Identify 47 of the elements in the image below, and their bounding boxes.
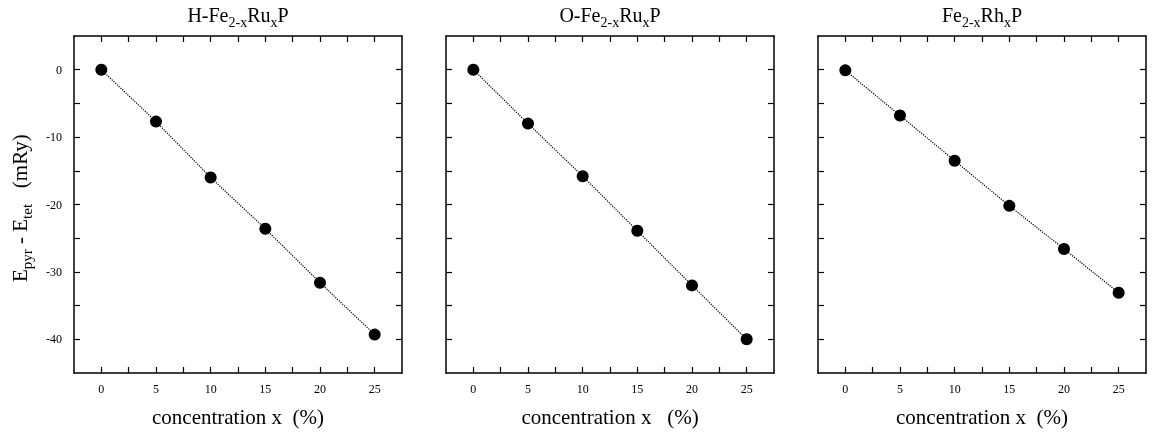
x-tick-label: 0 bbox=[470, 382, 477, 396]
point bbox=[95, 63, 108, 76]
point bbox=[1003, 199, 1016, 212]
point bbox=[467, 63, 480, 76]
x-tick-label: 0 bbox=[98, 382, 105, 396]
point bbox=[894, 109, 906, 122]
chart-title: Fe$_{2-x}$Rh$_{x}$P bbox=[940, 4, 1024, 31]
x-tick-label: 15 bbox=[1003, 382, 1016, 396]
x-tick-label: 20 bbox=[1058, 382, 1070, 396]
x-tick-label: 25 bbox=[368, 382, 381, 396]
x-axis-title: concentration x (%) bbox=[521, 404, 699, 429]
point bbox=[368, 328, 381, 341]
x-tick-label: 5 bbox=[525, 382, 531, 396]
chart-title: O-Fe$_{2-x}$Ru$_{x}$P bbox=[558, 4, 662, 31]
x-axis-title: concentration x (%) bbox=[151, 404, 325, 429]
point bbox=[948, 154, 961, 167]
y-tick-label: -20 bbox=[46, 197, 62, 212]
point bbox=[259, 222, 272, 235]
point bbox=[204, 171, 217, 184]
point bbox=[576, 170, 589, 183]
point bbox=[1058, 242, 1070, 255]
x-tick-label: 5 bbox=[897, 382, 903, 396]
x-tick-label: 15 bbox=[259, 382, 272, 396]
y-tick-label: -40 bbox=[46, 332, 62, 347]
point bbox=[740, 333, 753, 346]
point bbox=[631, 224, 644, 237]
x-tick-label: 5 bbox=[153, 382, 159, 396]
x-tick-label: 20 bbox=[686, 382, 698, 396]
chart-title: H-Fe$_{2-x}$Ru$_{x}$P bbox=[186, 4, 290, 31]
y-tick-label: 0 bbox=[56, 62, 62, 77]
point bbox=[839, 64, 852, 77]
x-tick-label: 10 bbox=[948, 382, 961, 396]
x-tick-label: 0 bbox=[842, 382, 849, 396]
point bbox=[150, 115, 162, 128]
point bbox=[522, 117, 534, 130]
point bbox=[314, 276, 326, 289]
x-tick-label: 10 bbox=[576, 382, 589, 396]
point bbox=[1112, 286, 1125, 299]
x-tick-label: 20 bbox=[314, 382, 326, 396]
x-tick-label: 25 bbox=[1112, 382, 1125, 396]
y-tick-label: -30 bbox=[46, 264, 62, 279]
x-tick-label: 10 bbox=[204, 382, 217, 396]
y-tick-label: -10 bbox=[46, 130, 62, 145]
x-tick-label: 15 bbox=[631, 382, 644, 396]
x-tick-label: 25 bbox=[740, 382, 753, 396]
point bbox=[686, 279, 698, 292]
x-axis-title: concentration x (%) bbox=[895, 404, 1069, 429]
